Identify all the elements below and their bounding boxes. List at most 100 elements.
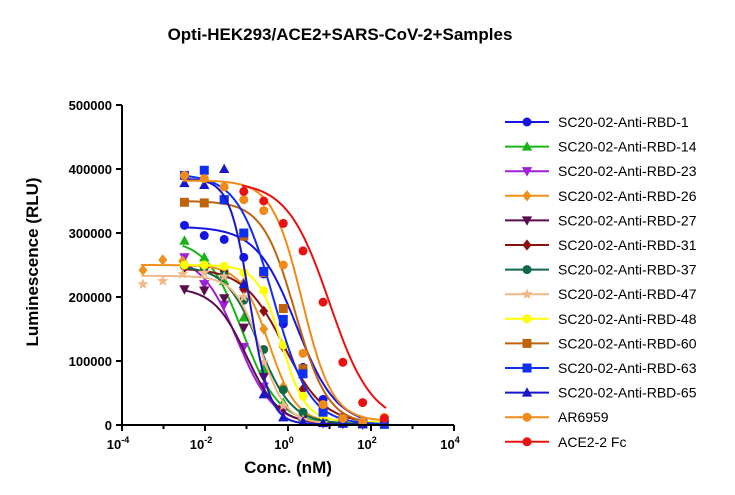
plot-area: [137, 163, 389, 430]
data-point: [358, 398, 368, 408]
data-point: [259, 266, 269, 276]
fit-curve: [182, 226, 365, 420]
data-point: [239, 195, 249, 205]
data-point: [219, 261, 229, 271]
chart-title: Opti-HEK293/ACE2+SARS-CoV-2+Samples: [168, 25, 513, 44]
data-point: [198, 266, 210, 278]
legend-label: SC20-02-Anti-RBD-47: [558, 286, 697, 302]
data-point: [318, 297, 328, 307]
data-point: [278, 404, 289, 415]
data-point: [278, 314, 288, 324]
data-point: [278, 260, 288, 270]
data-point: [179, 260, 189, 270]
fit-curve: [182, 174, 387, 425]
x-tick-exponent: 2: [372, 435, 377, 445]
data-point: [259, 196, 269, 206]
data-point: [238, 291, 250, 302]
legend-entry: SC20-02-Anti-RBD-63: [505, 360, 697, 376]
legend-entry: SC20-02-Anti-RBD-65: [505, 385, 697, 401]
series-10: [179, 195, 368, 429]
data-point: [137, 278, 149, 289]
y-tick-label: 0: [105, 418, 112, 433]
y-tick-label: 300000: [69, 226, 112, 241]
data-point: [199, 165, 209, 175]
legend-entry: SC20-02-Anti-RBD-47: [505, 286, 697, 302]
legend-label: SC20-02-Anti-RBD-23: [558, 163, 697, 179]
legend-entry: SC20-02-Anti-RBD-1: [505, 114, 689, 130]
data-point: [258, 388, 269, 399]
legend-entry: SC20-02-Anti-RBD-26: [505, 188, 697, 204]
legend-entry: SC20-02-Anti-RBD-31: [505, 237, 697, 253]
data-point: [238, 323, 249, 334]
legend-label: SC20-02-Anti-RBD-63: [558, 360, 697, 376]
data-point: [239, 228, 249, 238]
legend: SC20-02-Anti-RBD-1 SC20-02-Anti-RBD-14 SC2…: [505, 114, 697, 450]
x-axis-label: Conc. (nM): [244, 458, 332, 477]
data-point: [138, 264, 148, 276]
fit-curve: [141, 274, 325, 424]
legend-label: ACE2-2 Fc: [558, 434, 626, 450]
y-tick-label: 400000: [69, 162, 112, 177]
data-point: [199, 174, 209, 184]
x-axis: 10-4 10-2 100 102 104: [107, 424, 460, 452]
fit-curve: [182, 268, 365, 422]
x-tick-exponent: 0: [289, 435, 294, 445]
data-point: [298, 369, 308, 379]
data-point: [199, 280, 210, 290]
data-point: [238, 278, 249, 289]
data-point: [219, 182, 229, 192]
legend-entry: AR6959: [505, 409, 609, 425]
legend-label: SC20-02-Anti-RBD-31: [558, 237, 697, 253]
data-point: [278, 304, 288, 314]
data-point: [259, 286, 269, 296]
fit-curve: [241, 184, 387, 409]
legend-marker: [522, 265, 532, 275]
data-point: [219, 163, 230, 174]
legend-marker: [521, 216, 533, 226]
data-point: [259, 305, 269, 317]
data-point: [379, 414, 389, 424]
x-tick-label: 104: [440, 435, 459, 452]
data-point: [258, 363, 269, 374]
legend-entry: SC20-02-Anti-RBD-23: [505, 163, 697, 179]
legend-entry: ACE2-2 Fc: [505, 434, 626, 450]
legend-marker: [522, 117, 532, 127]
data-point: [278, 340, 288, 350]
fit-curve: [182, 200, 365, 423]
fit-curve: [182, 266, 365, 425]
legend-label: SC20-02-Anti-RBD-60: [558, 335, 697, 351]
data-point: [298, 246, 308, 256]
legend-marker: [521, 288, 533, 299]
data-point: [219, 195, 229, 205]
legend-marker: [522, 363, 532, 373]
data-point: [199, 260, 209, 270]
data-point: [298, 407, 308, 417]
legend-label: SC20-02-Anti-RBD-65: [558, 385, 697, 401]
legend-entry: SC20-02-Anti-RBD-48: [505, 311, 697, 327]
data-point: [199, 231, 209, 241]
x-tick-label: 10-2: [190, 435, 212, 452]
data-point: [259, 323, 269, 335]
x-tick-label: 10-4: [107, 435, 129, 452]
legend-marker: [522, 338, 532, 348]
legend-marker: [522, 314, 532, 324]
legend-label: SC20-02-Anti-RBD-14: [558, 139, 697, 155]
legend-marker: [521, 167, 533, 177]
legend-entry: SC20-02-Anti-RBD-27: [505, 212, 697, 228]
legend-label: SC20-02-Anti-RBD-37: [558, 262, 697, 278]
legend-entry: SC20-02-Anti-RBD-60: [505, 335, 697, 351]
legend-marker: [522, 239, 532, 251]
data-point: [199, 251, 210, 262]
legend-marker: [521, 387, 533, 397]
data-point: [179, 285, 190, 295]
data-point: [238, 312, 249, 322]
data-point: [297, 416, 309, 426]
legend-label: AR6959: [558, 409, 609, 425]
x-tick-exponent: -2: [204, 435, 212, 445]
data-point: [199, 179, 210, 190]
data-point: [258, 356, 270, 367]
data-point: [338, 357, 348, 367]
data-point: [179, 235, 190, 245]
legend-marker: [522, 412, 532, 422]
